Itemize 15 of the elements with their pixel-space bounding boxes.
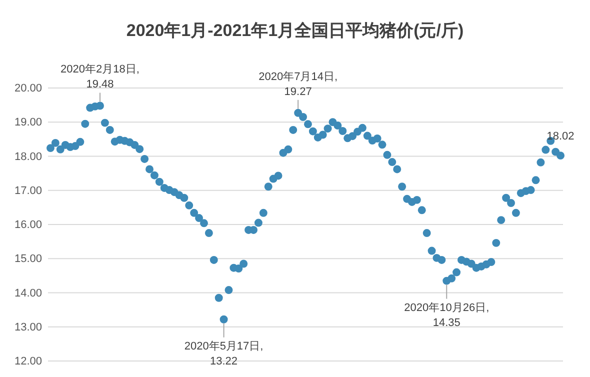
y-tick-label: 16.00 — [14, 219, 42, 232]
annotation: 2020年7月14日, 19.27 — [258, 70, 338, 98]
y-tick-label: 12.00 — [14, 356, 42, 368]
y-tick-label: 17.00 — [14, 184, 42, 197]
annotation: 18.02 — [546, 130, 574, 143]
y-tick-label: 20.00 — [14, 82, 42, 95]
y-tick-label: 18.00 — [14, 150, 42, 163]
annotation: 2020年10月26日, 14.35 — [404, 302, 490, 329]
y-tick-label: 13.00 — [14, 321, 42, 334]
annotation: 2020年5月17日, 13.22 — [184, 340, 264, 368]
y-tick-label: 19.00 — [14, 116, 42, 129]
y-tick-label: 14.00 — [14, 287, 42, 300]
annotation: 2020年2月18日, 19.48 — [60, 64, 140, 91]
y-tick-label: 15.00 — [14, 253, 42, 266]
chart-title: 2020年1月-2021年1月全国日平均猪价(元/斤) — [126, 21, 464, 40]
